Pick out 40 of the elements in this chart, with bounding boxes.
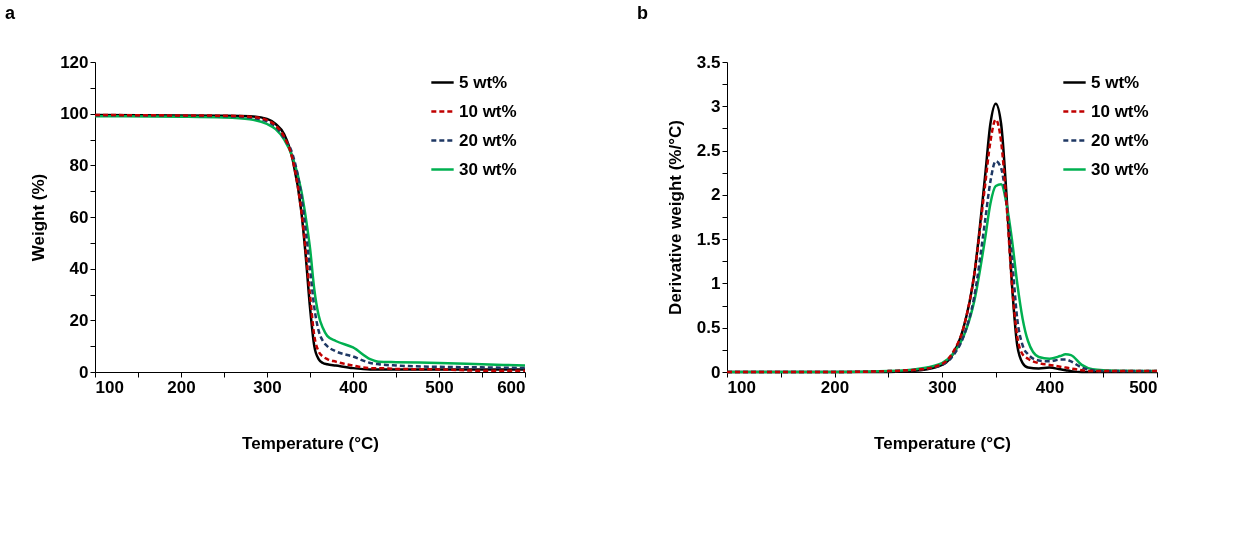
legend-label: 5 wt% — [1091, 72, 1140, 92]
y-axis-title: Weight (%) — [29, 173, 49, 262]
legend-label: 30 wt% — [459, 159, 517, 179]
x-tick-label: 400 — [339, 377, 368, 397]
y-tick-label: 1 — [711, 273, 721, 293]
y-tick-label: 60 — [69, 207, 89, 227]
y-tick-label: 100 — [60, 104, 89, 124]
x-tick-label: 300 — [928, 377, 957, 397]
legend-label: 20 wt% — [459, 130, 517, 150]
x-tick-label: 200 — [820, 377, 850, 397]
x-tick-label: 500 — [1129, 377, 1158, 397]
y-tick-label: 1.5 — [696, 229, 721, 249]
y-tick-label: 120 — [60, 52, 89, 72]
x-axis-title: Temperature (°C) — [242, 433, 379, 453]
x-tick-label: 300 — [253, 377, 282, 397]
x-tick-label: 600 — [497, 377, 526, 397]
chart-title: a — [5, 3, 16, 23]
legend-label: 10 wt% — [459, 101, 517, 121]
legend-label: 10 wt% — [1091, 101, 1149, 121]
y-tick-label: 0 — [711, 362, 721, 382]
chart-title: b — [637, 3, 648, 23]
legend-label: 5 wt% — [459, 72, 508, 92]
y-tick-label: 0 — [79, 362, 89, 382]
y-axis-title: Derivative weight (%/°C) — [665, 120, 685, 315]
x-tick-label: 400 — [1035, 377, 1065, 397]
y-tick-label: 0.5 — [696, 318, 721, 338]
y-tick-label: 40 — [69, 259, 89, 279]
y-tick-label: 3 — [711, 96, 721, 116]
x-axis-title: Temperature (°C) — [874, 433, 1011, 453]
x-tick-label: 100 — [727, 377, 756, 397]
x-tick-label: 100 — [95, 377, 124, 397]
legend-label: 30 wt% — [1091, 159, 1149, 179]
x-tick-label: 500 — [425, 377, 454, 397]
y-tick-label: 3.5 — [696, 52, 721, 72]
y-tick-label: 2 — [711, 185, 721, 205]
x-tick-label: 200 — [167, 377, 196, 397]
y-tick-label: 20 — [69, 310, 89, 330]
legend-label: 20 wt% — [1091, 130, 1149, 150]
y-tick-label: 2.5 — [696, 141, 721, 161]
y-tick-label: 80 — [69, 155, 89, 175]
